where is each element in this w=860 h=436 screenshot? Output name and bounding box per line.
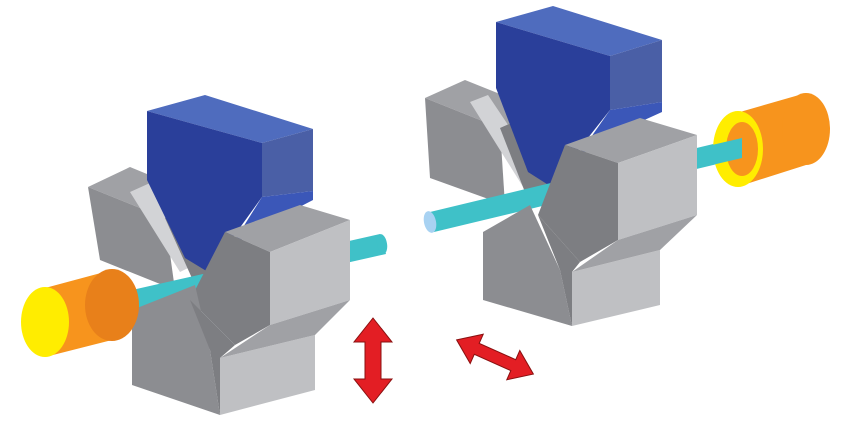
lateral-adjust-arrow-group: [455, 333, 535, 381]
right-block-base-left: [483, 205, 572, 326]
left-cylinder: [21, 269, 139, 357]
left-fiber-tip: [376, 234, 388, 254]
lateral-adjust-arrow: [455, 333, 535, 381]
right-wedge-side-face: [610, 40, 662, 110]
motion-arrows: [352, 317, 535, 404]
left-block-back-face: [88, 187, 175, 290]
left-block-base-shelf: [220, 300, 350, 358]
right-block-base-shelf: [572, 215, 697, 272]
right-fiber-tip: [423, 211, 437, 233]
right-block-front-ridge-top: [565, 118, 697, 163]
right-block-front-ridge-slope: [538, 145, 618, 262]
left-wedge-top-face: [147, 95, 313, 143]
right-cylinder-back-cap: [782, 93, 830, 165]
left-block-front-ridge-top: [225, 205, 350, 252]
left-unit: [21, 95, 388, 415]
left-block-base-mid: [190, 300, 235, 415]
right-block-base-front: [572, 250, 660, 326]
right-block-front-ridge-face: [618, 135, 697, 240]
left-cylinder-face: [21, 287, 69, 357]
right-fiber-entry: [712, 138, 742, 165]
vertical-adjust-arrow: [352, 317, 394, 404]
right-cylinder: [712, 93, 830, 187]
right-unit: [423, 6, 830, 326]
right-block-base-mid: [538, 215, 580, 326]
left-block-front-ridge-face: [270, 220, 350, 325]
left-cylinder-back-cap: [85, 269, 139, 341]
right-wedge-top-face: [496, 6, 662, 56]
left-block-front-ridge-slope: [190, 232, 270, 345]
left-wedge-side-face: [262, 129, 313, 197]
left-block-base-front: [220, 335, 315, 415]
